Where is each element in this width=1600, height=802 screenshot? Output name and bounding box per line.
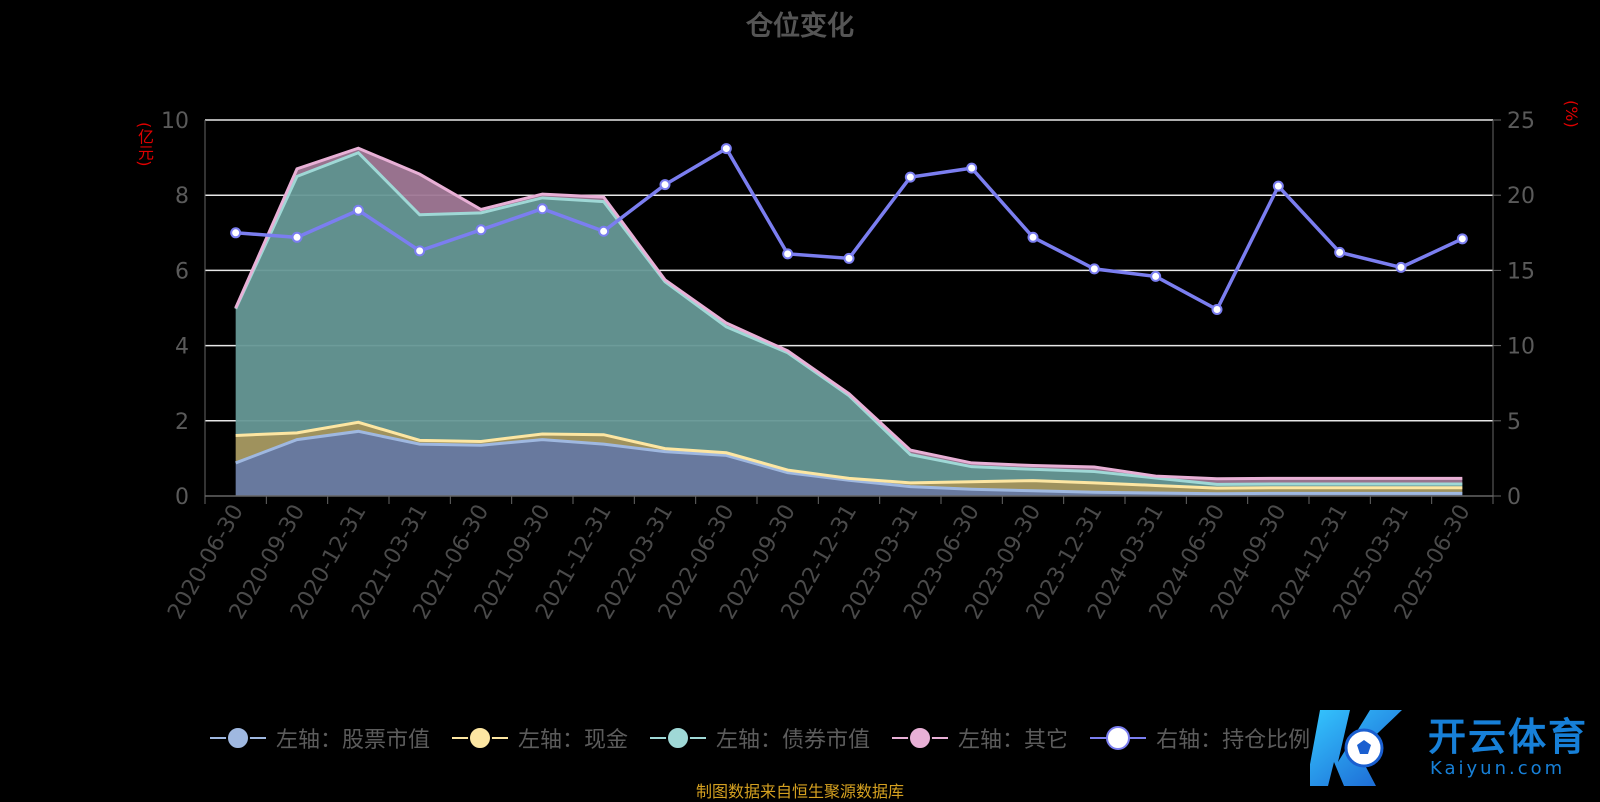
right-tick-label: 25 bbox=[1507, 109, 1535, 134]
ratio-point bbox=[352, 204, 364, 216]
ratio-point bbox=[598, 225, 610, 237]
area-3 bbox=[235, 152, 1463, 489]
legend-swatch-icon bbox=[1090, 724, 1147, 752]
ratio-point bbox=[843, 252, 855, 264]
area-line-4 bbox=[234, 146, 1463, 481]
left-tick-label: 8 bbox=[175, 184, 189, 209]
ratio-point bbox=[1395, 261, 1407, 273]
ratio-point bbox=[1456, 233, 1468, 245]
left-tick-label: 6 bbox=[175, 259, 189, 284]
legend-item[interactable]: 左轴：债券市值 bbox=[650, 722, 870, 754]
left-axis-unit: (亿元) bbox=[135, 122, 154, 167]
ratio-point bbox=[1027, 231, 1039, 243]
ratio-point bbox=[1088, 263, 1100, 275]
left-tick-label: 2 bbox=[175, 410, 189, 435]
ratio-point bbox=[782, 248, 794, 260]
ratio-point bbox=[1211, 304, 1223, 316]
legend-item[interactable]: 左轴：现金 bbox=[452, 722, 628, 754]
watermark-sub: Kaiyun.com bbox=[1430, 758, 1566, 779]
legend-swatch-icon bbox=[650, 724, 707, 752]
source-note: 制图数据来自恒生聚源数据库 bbox=[695, 782, 904, 801]
ratio-point bbox=[291, 231, 303, 243]
watermark-name: 开云体育 bbox=[1428, 715, 1589, 759]
ratio-point bbox=[475, 224, 487, 236]
legend-swatch-icon bbox=[892, 724, 949, 752]
ratio-point bbox=[536, 203, 548, 215]
left-tick-label: 0 bbox=[175, 485, 189, 510]
left-tick-label: 10 bbox=[161, 109, 189, 134]
area-line-2 bbox=[235, 420, 1463, 490]
legend-label: 左轴：债券市值 bbox=[716, 728, 871, 753]
right-axis-unit: (%) bbox=[1562, 100, 1581, 128]
right-tick-label: 0 bbox=[1507, 485, 1521, 510]
ratio-point bbox=[720, 143, 732, 155]
legend-item[interactable]: 右轴：持仓比例 bbox=[1090, 722, 1310, 754]
area-line-1 bbox=[235, 429, 1463, 496]
area-1 bbox=[235, 431, 1463, 496]
kaiyun-logo-icon bbox=[1310, 710, 1402, 786]
legend-swatch-icon bbox=[210, 724, 266, 752]
right-tick-label: 20 bbox=[1507, 184, 1535, 209]
right-tick-label: 5 bbox=[1507, 410, 1521, 435]
ratio-point bbox=[659, 179, 671, 191]
chart-plot: 024681005101520252020-06-302020-09-30202… bbox=[161, 109, 1535, 624]
legend-item[interactable]: 左轴：其它 bbox=[892, 722, 1068, 754]
legend-item[interactable]: 左轴：股票市值 bbox=[210, 722, 430, 754]
chart-title: 仓位变化 bbox=[746, 11, 854, 42]
ratio-point bbox=[904, 171, 916, 183]
legend-label: 左轴：股票市值 bbox=[276, 728, 431, 753]
legend-label: 左轴：现金 bbox=[518, 728, 629, 753]
ratio-point bbox=[1150, 270, 1162, 282]
ratio-point bbox=[1334, 246, 1346, 258]
ratio-point bbox=[1272, 180, 1284, 192]
ratio-point bbox=[414, 245, 426, 257]
ratio-point bbox=[966, 162, 978, 174]
ratio-point bbox=[230, 227, 242, 239]
right-tick-label: 15 bbox=[1507, 259, 1535, 284]
right-tick-label: 10 bbox=[1507, 335, 1535, 360]
legend-label: 右轴：持仓比例 bbox=[1156, 728, 1311, 753]
legend: 左轴：股票市值 左轴：现金 左轴：债券市值 左轴：其它 右轴：持仓比例 bbox=[210, 720, 1332, 756]
legend-swatch-icon bbox=[452, 724, 509, 752]
left-tick-label: 4 bbox=[175, 335, 189, 360]
legend-label: 左轴：其它 bbox=[958, 728, 1069, 753]
